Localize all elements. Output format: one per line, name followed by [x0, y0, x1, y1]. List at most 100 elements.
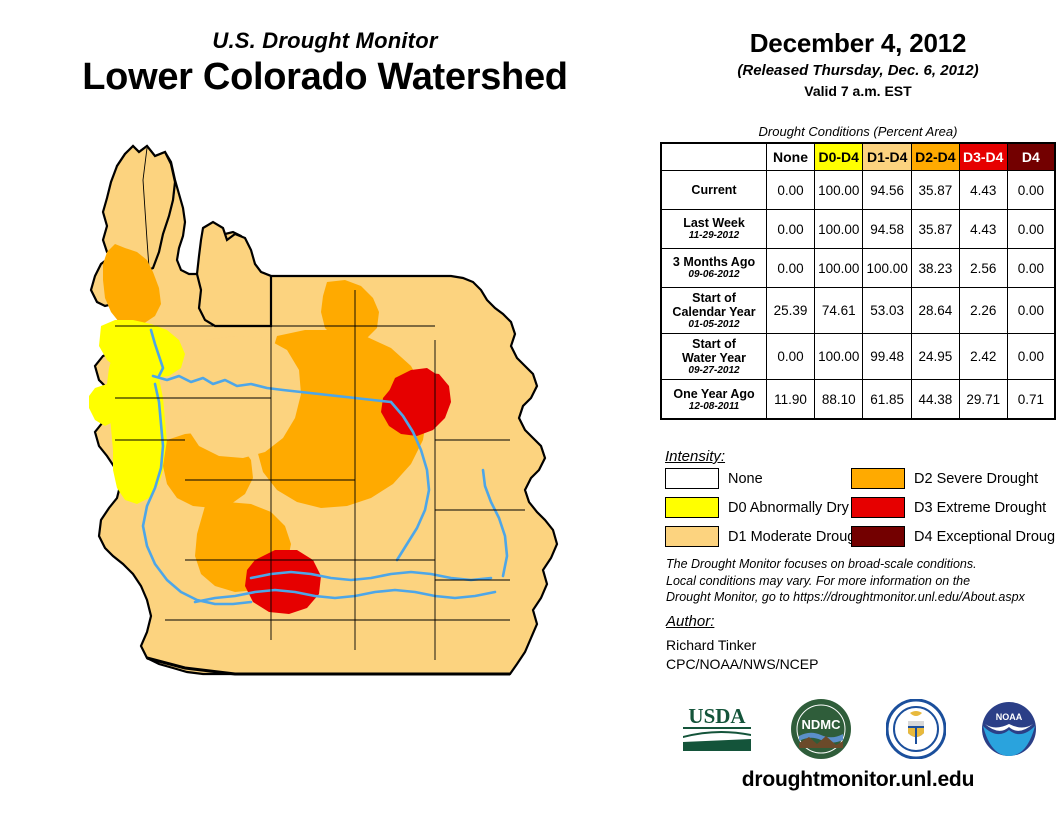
mexico-border: [146, 656, 510, 676]
valid-time: Valid 7 a.m. EST: [804, 83, 912, 99]
row-label-date: 01-05-2012: [688, 319, 740, 330]
legend-swatch-d3: [851, 497, 905, 518]
legend-label: D1 Moderate Drought: [728, 528, 868, 545]
title-block: U.S. Drought Monitor Lower Colorado Wate…: [0, 28, 650, 98]
salt-river: [249, 570, 493, 582]
legend-item-d1: D1 Moderate Drought: [665, 526, 867, 547]
region-d2-central-east: [257, 330, 427, 508]
legend-swatch-none: [665, 468, 719, 489]
rivers-layer: [141, 328, 509, 606]
row-label: Start of Water Year 09-27-2012: [660, 333, 768, 381]
gila-river: [193, 588, 497, 604]
date-block: December 4, 2012 (Released Thursday, Dec…: [660, 28, 1056, 99]
svg-text:NOAA: NOAA: [996, 712, 1023, 722]
program-title: U.S. Drought Monitor: [212, 28, 438, 53]
author-name: Richard Tinker: [666, 637, 757, 653]
cell-value: 35.87: [910, 170, 960, 210]
row-label-date: 11-29-2012: [688, 230, 740, 242]
cell-value: 94.56: [862, 170, 912, 210]
disclaimer-line-3: Drought Monitor, go to https://droughtmo…: [666, 590, 1025, 604]
release-date: (Released Thursday, Dec. 6, 2012): [737, 62, 979, 79]
cell-value: 100.00: [813, 248, 864, 288]
cell-value: 4.43: [958, 170, 1008, 210]
drought-conditions-table: None D0-D4 D1-D4 D2-D4 D3-D4 D4 Current 0.00 10…: [660, 142, 1056, 421]
row-label-text: 3 Months Ago: [672, 255, 756, 270]
cell-value: 0.00: [766, 170, 815, 210]
cell-value: 100.00: [862, 248, 912, 288]
author-organization: CPC/NOAA/NWS/NCEP: [666, 656, 819, 672]
colorado-river-lower: [141, 382, 253, 606]
logo-row: USDA NDMC NOAA: [660, 694, 1056, 764]
cell-value: 11.90: [766, 379, 815, 420]
column-header-none: None: [766, 142, 815, 171]
region-d3-central-arizona: [245, 550, 321, 614]
legend-label: D4 Exceptional Drought: [914, 528, 1056, 545]
row-label: Start of Calendar Year 01-05-2012: [660, 286, 768, 335]
row-label-date: 09-06-2012: [688, 269, 740, 281]
column-header-d0-d4: D0-D4: [813, 142, 864, 171]
legend-swatch-d1: [665, 526, 719, 547]
valid-date: December 4, 2012: [749, 28, 967, 58]
usda-logo: USDA: [682, 704, 751, 751]
cell-value: 29.71: [958, 379, 1008, 420]
noaa-logo: NOAA: [982, 702, 1037, 756]
row-label-text: One Year Ago: [673, 386, 755, 401]
row-label-date: 09-27-2012: [688, 365, 740, 377]
cell-value: 88.10: [813, 379, 864, 420]
legend-swatch-d2: [851, 468, 905, 489]
table-row: Start of Water Year 09-27-2012 0.00 100.00 99…: [660, 333, 1056, 381]
drought-map: [89, 144, 559, 676]
virgin-river: [149, 328, 165, 378]
legend-item-d3: D3 Extreme Drought: [851, 497, 1055, 518]
cell-value: 100.00: [813, 333, 864, 381]
cell-value: 100.00: [813, 209, 864, 249]
region-d3-east-central-lobe: [387, 368, 443, 422]
cell-value: 25.39: [766, 286, 815, 335]
county-line-upper-arm: [142, 147, 150, 269]
cell-value: 94.58: [862, 209, 912, 249]
legend-label: D0 Abnormally Dry: [728, 499, 849, 516]
column-header-d3-d4: D3-D4: [958, 142, 1008, 171]
row-label-date: 12-08-2011: [688, 400, 740, 412]
table-header-row: None D0-D4 D1-D4 D2-D4 D3-D4 D4: [661, 142, 1056, 171]
row-label-text: Current: [691, 183, 737, 197]
cell-value: 44.38: [910, 379, 960, 420]
usdc-seal: [885, 699, 946, 759]
table-caption: Drought Conditions (Percent Area): [758, 124, 958, 139]
intensity-legend: None D2 Severe Drought D0 Abnormally Dry D3…: [665, 468, 1056, 547]
row-label-text: Start of Water Year: [682, 337, 746, 366]
legend-label: D3 Extreme Drought: [914, 499, 1047, 516]
little-colorado: [389, 400, 431, 562]
disclaimer-note: The Drought Monitor focuses on broad-sca…: [666, 556, 1056, 606]
svg-text:USDA: USDA: [688, 704, 746, 728]
ndmc-logo: NDMC: [791, 699, 852, 759]
map-layers: [89, 144, 559, 676]
table-row: Start of Calendar Year 01-05-2012 25.39 74.6…: [660, 286, 1056, 335]
column-header-d2-d4: D2-D4: [910, 142, 960, 171]
legend-item-none: None: [665, 468, 851, 489]
legend-swatch-d4: [851, 526, 905, 547]
disclaimer-line-2: Local conditions may vary. For more info…: [666, 573, 971, 588]
region-d0-river-strip: [107, 348, 167, 504]
legend-item-d2: D2 Severe Drought: [851, 468, 1055, 489]
page-title: Lower Colorado Watershed: [82, 56, 568, 98]
region-upper-left-arm-d1: [101, 144, 177, 274]
table-row: Last Week 11-29-2012 0.00 100.00 94.58 35.87 4…: [660, 209, 1056, 249]
table-row: Current 0.00 100.00 94.56 35.87 4.43 0.00: [660, 170, 1056, 210]
author-label: Author:: [666, 613, 715, 630]
cell-value: 61.85: [862, 379, 912, 420]
cell-value: 28.64: [910, 286, 960, 335]
row-label: 3 Months Ago 09-06-2012: [660, 248, 768, 288]
legend-title: Intensity:: [665, 448, 726, 465]
row-label: Last Week 11-29-2012: [660, 209, 768, 249]
region-d0-west-lobe: [89, 384, 121, 426]
cell-value: 0.00: [1006, 170, 1056, 210]
table-corner-cell: [661, 143, 767, 171]
cell-value: 2.56: [958, 248, 1008, 288]
cell-value: 35.87: [910, 209, 960, 249]
cell-value: 0.71: [1006, 379, 1056, 420]
row-label: One Year Ago 12-08-2011: [660, 379, 768, 420]
cell-value: 0.00: [766, 209, 815, 249]
site-url: droughtmonitor.unl.edu: [741, 768, 975, 791]
